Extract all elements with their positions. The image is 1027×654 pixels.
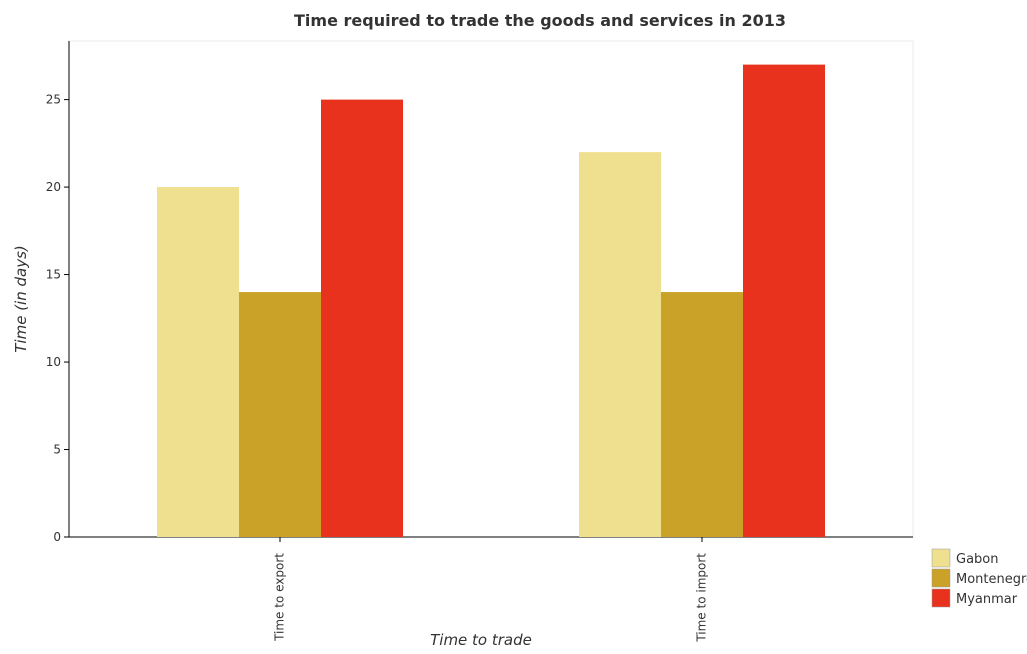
x-tick-label: Time to export	[273, 553, 287, 642]
y-axis-label: Time (in days)	[12, 245, 30, 353]
y-tick-label: 0	[53, 530, 61, 544]
legend: Gabon Montenegro Myanmar	[931, 548, 1027, 608]
legend-label: Gabon	[956, 552, 999, 567]
y-tick-label: 15	[46, 268, 61, 282]
y-tick-label: 20	[46, 180, 61, 194]
bar-montenegro	[239, 292, 321, 537]
chart-title: Time required to trade the goods and ser…	[294, 11, 786, 30]
y-axis: 0 5 10 15 20 25	[46, 41, 70, 544]
y-tick-label: 5	[53, 443, 61, 457]
bar-gabon	[579, 152, 661, 538]
bar-gabon	[157, 187, 239, 537]
x-axis-label: Time to trade	[430, 631, 532, 649]
bar-myanmar	[321, 99, 403, 537]
x-axis: Time to export Time to import	[69, 536, 913, 643]
legend-swatch	[931, 568, 951, 588]
legend-swatch	[931, 548, 951, 568]
legend-label: Myanmar	[956, 592, 1018, 607]
bars	[157, 64, 825, 538]
bar-montenegro	[661, 292, 743, 537]
x-tick-label: Time to import	[695, 553, 709, 643]
bar-myanmar	[743, 64, 825, 537]
y-tick-label: 10	[46, 355, 61, 369]
y-tick-label: 25	[46, 93, 61, 107]
legend-label: Montenegro	[956, 572, 1027, 587]
legend-swatch	[931, 588, 951, 608]
